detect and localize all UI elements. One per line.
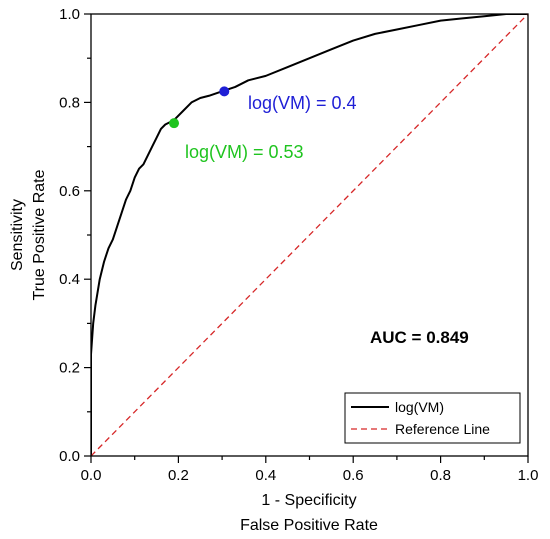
legend-box [344,392,521,444]
auc-annotation: AUC = 0.849 [370,328,469,347]
marker-label-blue: log(VM) = 0.4 [248,93,357,113]
legend-label-reference: Reference Line [395,421,490,437]
x-axis-title-line2: False Positive Rate [240,517,378,534]
y-tick-label: 0.4 [59,271,80,288]
x-tick-label: 0.8 [430,467,451,484]
x-axis-title-line1: 1 - Specificity [261,492,356,509]
y-axis-title-line1: Sensitivity [9,199,26,271]
x-tick-label: 1.0 [518,467,539,484]
x-tick-label: 0.2 [168,467,189,484]
y-tick-label: 1.0 [59,6,80,23]
x-tick-label: 0.4 [255,467,276,484]
reference-line [91,14,528,456]
threshold-marker-blue [219,86,230,97]
axis-ticks [84,13,529,463]
legend-label-logvm: log(VM) [395,399,444,415]
threshold-markers [169,86,230,129]
marker-label-green: log(VM) = 0.53 [185,142,304,162]
y-axis-title-line2: True Positive Rate [31,169,48,300]
y-tick-label: 0.6 [59,183,80,200]
x-tick-label: 0.6 [343,467,364,484]
x-tick-label: 0.0 [81,467,102,484]
plot-lines [91,14,528,456]
y-tick-label: 0.8 [59,94,80,111]
y-tick-label: 0.2 [59,360,80,377]
legend: log(VM) Reference Line [344,392,521,444]
tick-labels: 0.0 0.2 0.4 0.6 0.8 1.0 0.0 0.2 0.4 0.6 0.8 1.0 [59,6,538,484]
threshold-marker-green [169,118,180,129]
y-tick-label: 0.0 [59,448,80,465]
